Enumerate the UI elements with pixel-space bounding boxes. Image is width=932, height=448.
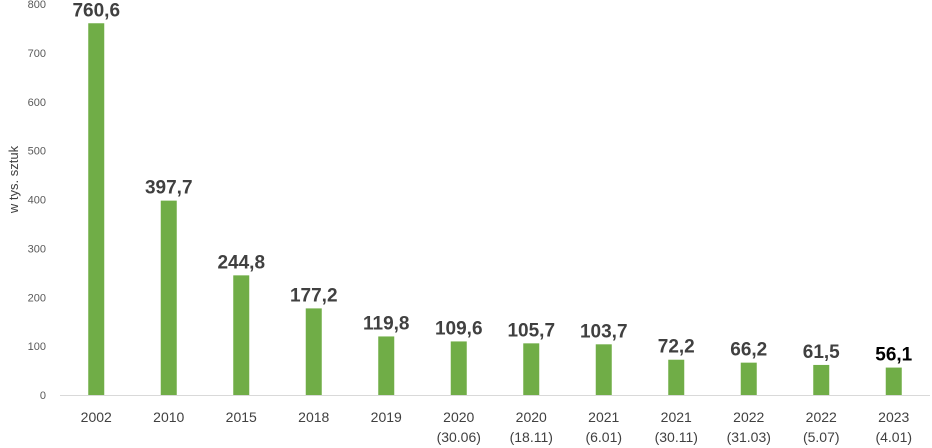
x-tick-label: 2020 xyxy=(443,409,474,425)
data-label: 105,7 xyxy=(507,320,555,341)
bar xyxy=(668,359,685,395)
bar xyxy=(305,308,322,395)
x-tick-label: 2022 xyxy=(733,409,764,425)
x-tick-sublabel: (30.11) xyxy=(655,429,698,445)
bar xyxy=(740,362,757,395)
data-label: 397,7 xyxy=(145,178,193,199)
x-tick-sublabel: (18.11) xyxy=(510,429,553,445)
y-tick-label: 200 xyxy=(28,292,46,304)
x-tick-sublabel: (4.01) xyxy=(875,429,912,445)
bar xyxy=(595,344,612,395)
x-tick-sublabel: (31.03) xyxy=(727,429,771,445)
bar xyxy=(523,343,540,395)
bar xyxy=(88,23,105,396)
data-label: 760,6 xyxy=(72,0,120,21)
x-tick-label: 2023 xyxy=(878,409,909,425)
data-label: 66,2 xyxy=(730,340,767,361)
data-labels: 760,6 397,7 244,8 177,2 119,8 109,6 105,7 103,7… xyxy=(72,0,912,365)
x-tick-label: 2021 xyxy=(588,409,619,425)
bar xyxy=(160,200,177,395)
y-tick-label: 100 xyxy=(28,341,46,353)
bars xyxy=(88,23,902,396)
x-tick-label: 2018 xyxy=(298,409,329,425)
x-tick-label: 2015 xyxy=(226,409,257,425)
bar xyxy=(233,275,250,395)
x-tick-label: 2022 xyxy=(806,409,837,425)
y-tick-label: 800 xyxy=(28,0,46,11)
data-label: 109,6 xyxy=(435,318,483,339)
x-tick-label: 2019 xyxy=(371,409,402,425)
bar xyxy=(885,367,902,395)
x-tick-sublabel: (30.06) xyxy=(437,429,481,445)
data-label: 103,7 xyxy=(580,321,628,342)
data-label: 177,2 xyxy=(290,285,338,306)
y-tick-label: 600 xyxy=(28,97,46,109)
x-tick-sublabel: (6.01) xyxy=(585,429,622,445)
y-axis-title: w tys. sztuk xyxy=(6,145,21,214)
y-tick-label: 700 xyxy=(28,48,46,60)
data-label: 244,8 xyxy=(217,252,265,273)
y-tick-label: 0 xyxy=(40,390,46,402)
x-tick-sublabel: (5.07) xyxy=(803,429,840,445)
y-tick-label: 400 xyxy=(28,195,46,207)
y-axis: 0 100 200 300 400 500 600 700 800 xyxy=(28,0,46,402)
data-label: 61,5 xyxy=(803,342,840,363)
x-tick-label: 2002 xyxy=(81,409,112,425)
data-label: 56,1 xyxy=(875,345,912,366)
bar xyxy=(813,364,830,395)
x-tick-label: 2020 xyxy=(516,409,547,425)
data-label: 119,8 xyxy=(363,313,410,334)
y-tick-label: 300 xyxy=(28,243,46,255)
bar xyxy=(378,336,395,395)
data-label: 72,2 xyxy=(658,337,695,358)
x-tick-label: 2010 xyxy=(153,409,184,425)
x-axis: 2002 2010 2015 2018 2019 2020 (30.06) 2020 (18.1… xyxy=(81,409,912,445)
y-tick-label: 500 xyxy=(28,146,46,158)
x-tick-label: 2021 xyxy=(661,409,692,425)
bar xyxy=(450,341,467,395)
